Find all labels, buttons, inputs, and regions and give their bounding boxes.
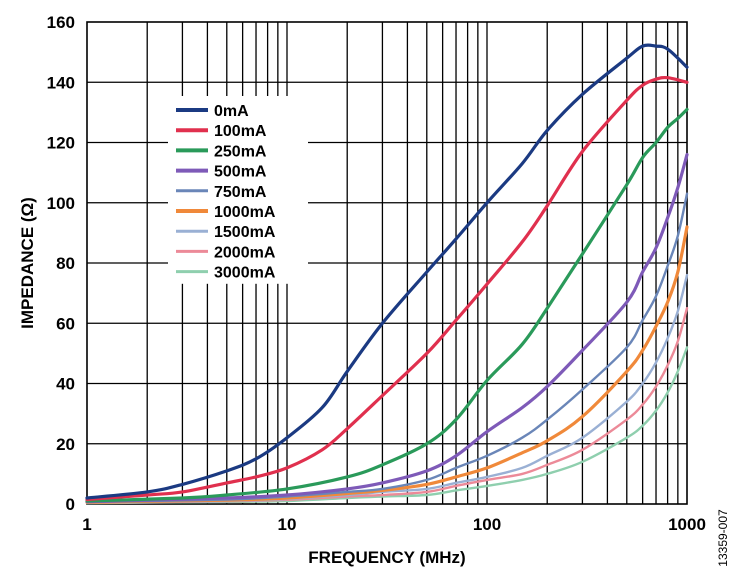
legend: 0mA 100mA 250mA 500mA 750mA 1000mA 1500mA 2000m… <box>168 96 308 284</box>
x-tick-label: 100 <box>473 515 501 534</box>
x-axis-tick-labels: 1 10 100 1000 <box>82 515 706 534</box>
plot-frame <box>86 21 688 505</box>
series-line-0mA <box>85 43 689 500</box>
legend-label: 1500mA <box>214 224 276 241</box>
series-line-250mA <box>85 107 689 503</box>
y-tick-label: 60 <box>56 314 75 333</box>
y-tick-label: 140 <box>47 73 75 92</box>
y-tick-label: 0 <box>66 495 75 514</box>
legend-label: 750mA <box>214 184 267 201</box>
legend-label: 0mA <box>214 103 249 120</box>
legend-label: 1000mA <box>214 204 276 221</box>
y-tick-label: 100 <box>47 194 75 213</box>
legend-label: 250mA <box>214 143 267 160</box>
series-line-500mA <box>85 153 689 504</box>
y-tick-label: 160 <box>47 13 75 32</box>
series-line-750mA <box>85 192 689 504</box>
legend-label: 100mA <box>214 123 267 140</box>
figure-id: 13359-007 <box>716 509 730 567</box>
legend-label: 2000mA <box>214 244 276 261</box>
y-axis-label: IMPEDANCE (Ω) <box>18 197 37 329</box>
x-axis-label: FREQUENCY (MHz) <box>308 548 465 567</box>
x-tick-label: 1 <box>82 515 91 534</box>
series-line-1500mA <box>85 273 689 504</box>
y-tick-label: 120 <box>47 134 75 153</box>
y-axis-tick-labels: 0 20 40 60 80 100 120 140 160 <box>47 13 75 514</box>
series-line-3000mA <box>85 346 689 505</box>
x-tick-label: 10 <box>278 515 297 534</box>
y-tick-label: 40 <box>56 375 75 394</box>
series-line-1000mA <box>85 225 689 504</box>
legend-label: 3000mA <box>214 265 276 282</box>
x-tick-label: 1000 <box>668 515 706 534</box>
y-tick-label: 80 <box>56 254 75 273</box>
series-lines <box>85 43 689 505</box>
series-line-100mA <box>85 75 689 502</box>
y-tick-label: 20 <box>56 435 75 454</box>
legend-label: 500mA <box>214 164 267 181</box>
